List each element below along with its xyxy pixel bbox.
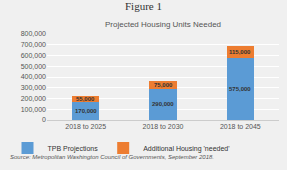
svg-text:2018 to 2030: 2018 to 2030 [143, 123, 184, 130]
svg-text:800,000: 800,000 [21, 30, 46, 37]
svg-text:55,000: 55,000 [76, 96, 95, 102]
svg-text:575,000: 575,000 [229, 86, 251, 92]
svg-text:170,000: 170,000 [75, 108, 97, 114]
svg-text:400,000: 400,000 [21, 73, 46, 80]
svg-text:2018 to 2045: 2018 to 2045 [220, 123, 261, 130]
svg-text:700,000: 700,000 [21, 41, 46, 48]
svg-text:TPB Projections: TPB Projections [48, 145, 99, 153]
svg-text:600,000: 600,000 [21, 52, 46, 59]
svg-text:Additional Housing 'needed': Additional Housing 'needed' [143, 145, 229, 153]
svg-text:115,000: 115,000 [229, 49, 251, 55]
svg-text:Projected Housing Units Needed: Projected Housing Units Needed [105, 20, 221, 29]
svg-text:200,000: 200,000 [21, 95, 46, 102]
svg-text:75,000: 75,000 [154, 82, 173, 88]
svg-text:Source: Metropolitan Washingto: Source: Metropolitan Washington Council … [10, 154, 214, 160]
svg-text:300,000: 300,000 [21, 84, 46, 91]
svg-text:100,000: 100,000 [21, 106, 46, 113]
svg-text:Figure 1: Figure 1 [125, 0, 162, 12]
svg-text:2018 to 2025: 2018 to 2025 [65, 123, 106, 130]
svg-text:500,000: 500,000 [21, 63, 46, 70]
svg-text:0: 0 [42, 116, 46, 123]
svg-text:290,000: 290,000 [152, 101, 174, 107]
